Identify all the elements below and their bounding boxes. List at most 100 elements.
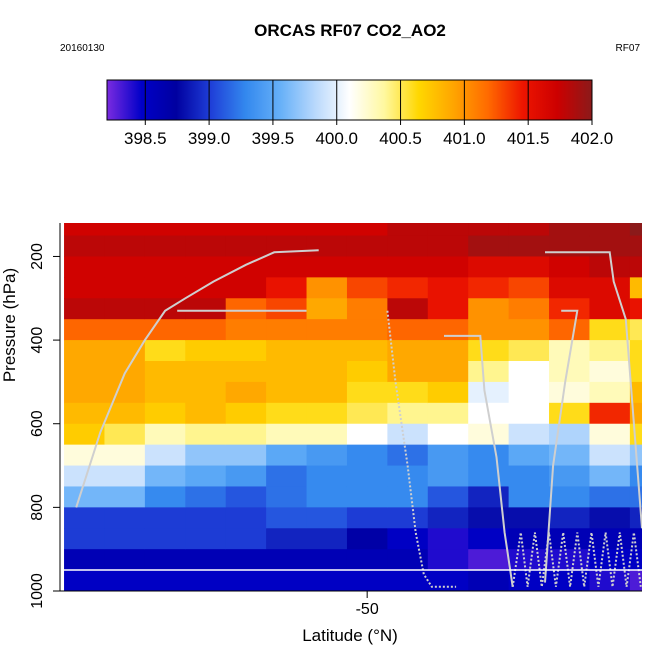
heatmap-cell (144, 402, 186, 425)
heatmap-cell (144, 570, 186, 591)
heatmap-cell (508, 361, 550, 383)
heatmap-cell (346, 486, 388, 508)
heatmap-cell (225, 507, 267, 529)
heatmap-cell (387, 256, 429, 278)
colorbar-tick-label-2: 399.5 (252, 129, 295, 148)
heatmap-cell (629, 507, 642, 529)
heatmap-cell (306, 444, 348, 467)
heatmap-cell (266, 402, 308, 425)
heatmap-cell (387, 340, 429, 362)
heatmap-cell (266, 549, 308, 571)
heatmap-cell (306, 528, 348, 550)
flight-track (75, 249, 642, 588)
heatmap-cell (64, 381, 106, 404)
heatmap-cell (468, 465, 510, 488)
heatmap-cell (185, 223, 227, 237)
heatmap-cell (144, 486, 186, 508)
heatmap-cell (185, 361, 227, 383)
y-axis-label: Pressure (hPa) (0, 268, 19, 382)
heatmap-cell (185, 235, 227, 258)
heatmap-cell (346, 340, 388, 362)
y-tick-label: 200 (29, 243, 46, 270)
heatmap-cell (64, 570, 106, 591)
heatmap-cell (549, 444, 591, 467)
heatmap-cell (427, 381, 469, 404)
heatmap-cell (225, 319, 267, 341)
heatmap-cell (468, 528, 510, 550)
heatmap-cell (508, 549, 550, 571)
track-segment (386, 310, 457, 588)
heatmap-cell (629, 570, 642, 591)
heatmap-cell (144, 507, 186, 529)
heatmap-cell (468, 507, 510, 529)
colorbar: 398.5 399.0 399.5 400.0 400.5 401.0 401.5 402.0 (106, 79, 614, 148)
heatmap-cell (185, 256, 227, 278)
heatmap-cell (508, 340, 550, 362)
heatmap-cell (468, 423, 510, 446)
heatmap-cell (589, 402, 631, 425)
heatmap-cell (225, 444, 267, 467)
heatmap-cell (266, 277, 308, 299)
heatmap-cells (64, 223, 642, 591)
heatmap-cell (468, 486, 510, 508)
heatmap-cell (549, 528, 591, 550)
heatmap-cell (508, 402, 550, 425)
heatmap-cell (549, 277, 591, 299)
heatmap-cell (266, 256, 308, 278)
heatmap-cell (144, 423, 186, 446)
heatmap-cell (427, 298, 469, 320)
heatmap-cell (266, 570, 308, 591)
heatmap-cell (225, 465, 267, 488)
heatmap-cell (64, 223, 106, 237)
heatmap-cell (387, 570, 429, 591)
track-segment (511, 532, 642, 587)
track-segment (545, 251, 642, 529)
heatmap-cell (589, 423, 631, 446)
heatmap-cell (427, 549, 469, 571)
heatmap-cell (185, 319, 227, 341)
heatmap-cell (387, 507, 429, 529)
heatmap-cell (306, 223, 348, 237)
heatmap-cell (346, 507, 388, 529)
colorbar-tick-label-7: 402.0 (571, 129, 614, 148)
heatmap-cell (185, 277, 227, 299)
heatmap-cell (346, 298, 388, 320)
heatmap-cell (508, 528, 550, 550)
heatmap-cell (266, 223, 308, 237)
heatmap-cell (64, 298, 106, 320)
heatmap-cell (549, 549, 591, 571)
heatmap-cell (185, 486, 227, 508)
heatmap-cell (225, 402, 267, 425)
heatmap-cell (508, 444, 550, 467)
heatmap-cell (144, 235, 186, 258)
heatmap-cell (64, 465, 106, 488)
heatmap-cell (306, 235, 348, 258)
heatmap-cell (589, 381, 631, 404)
heatmap-cell (387, 319, 429, 341)
heatmap-cell (549, 570, 591, 591)
heatmap-cell (629, 223, 642, 237)
heatmap-cell (427, 235, 469, 258)
heatmap-cell (427, 444, 469, 467)
heatmap-cell (346, 465, 388, 488)
heatmap-cell (185, 465, 227, 488)
heatmap-cell (387, 223, 429, 237)
heatmap-cell (266, 381, 308, 404)
heatmap-cell (427, 319, 469, 341)
heatmap-cell (346, 381, 388, 404)
heatmap-cell (144, 277, 186, 299)
colorbar-frame (106, 79, 593, 121)
heatmap-cell (589, 486, 631, 508)
heatmap-cell (144, 549, 186, 571)
heatmap-cell (508, 235, 550, 258)
heatmap-cell (549, 423, 591, 446)
heatmap-cell (185, 340, 227, 362)
heatmap-cell (144, 361, 186, 383)
heatmap-cell (427, 340, 469, 362)
heatmap-cell (144, 444, 186, 467)
heatmap-cell (387, 277, 429, 299)
heatmap-cell (468, 381, 510, 404)
heatmap-cell (508, 423, 550, 446)
colorbar-gradient (107, 80, 592, 120)
heatmap-cell (64, 277, 106, 299)
